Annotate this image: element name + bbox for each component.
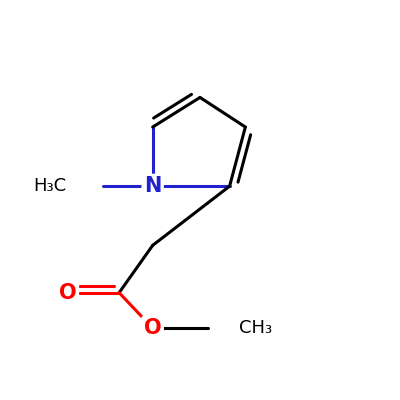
Text: CH₃: CH₃ [240, 319, 272, 337]
Text: H₃C: H₃C [33, 177, 66, 195]
Text: N: N [144, 176, 161, 196]
Text: O: O [144, 318, 162, 338]
Text: O: O [59, 283, 77, 303]
